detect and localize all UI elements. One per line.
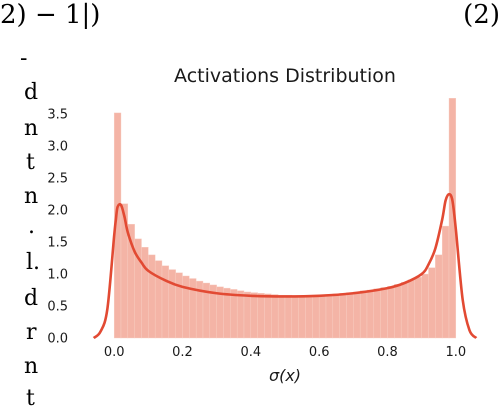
histogram-bar: [182, 275, 190, 339]
x-tick-label: 0.6: [309, 345, 330, 360]
y-tick-label: 0.0: [47, 332, 68, 347]
histogram-bar: [366, 289, 375, 339]
histogram-bar: [257, 293, 265, 339]
histogram-bar: [414, 277, 422, 339]
histogram-bar: [291, 295, 299, 339]
paper-equation-line: 2) − 1|) (2): [0, 0, 504, 32]
histogram-bar: [154, 260, 163, 339]
equation-number: (2): [463, 0, 500, 30]
histogram-bar: [373, 288, 381, 339]
histogram-bar: [359, 290, 368, 339]
histogram-bar: [441, 225, 450, 339]
x-tick-label: 0.2: [172, 345, 193, 360]
x-tick-label: 0.0: [104, 345, 125, 360]
y-axis-ticks: 0.0 0.5 1.0 1.5 2.0 2.5 3.0 3.5: [47, 108, 68, 347]
x-tick-label: 0.8: [377, 345, 398, 360]
histogram-bar: [298, 295, 306, 339]
x-axis-ticks: 0.0 0.2 0.4 0.6 0.8 1.0: [104, 345, 466, 360]
x-tick-label: 1.0: [445, 345, 466, 360]
histogram-bar: [380, 287, 388, 339]
histogram-bar: [346, 292, 354, 339]
histogram-bar: [168, 269, 176, 339]
x-axis-label: σ(x): [269, 366, 301, 385]
histogram-bar: [428, 267, 436, 339]
histogram-bar: [250, 292, 258, 339]
x-tick-label: 0.4: [240, 345, 261, 360]
paper-left-column: - d n t n . l. d r n t: [0, 0, 40, 406]
histogram-bars: [113, 97, 457, 339]
histogram-bar: [435, 254, 443, 339]
y-tick-label: 2.0: [47, 204, 68, 219]
y-tick-label: 1.0: [47, 268, 68, 283]
histogram-bar: [230, 289, 238, 339]
histogram-bar: [305, 295, 313, 339]
histogram-bar: [407, 279, 416, 339]
column-text-fragment: l.: [26, 250, 40, 275]
histogram-bar: [394, 284, 402, 339]
column-text-fragment: n: [24, 354, 39, 379]
column-text-fragment: t: [26, 386, 35, 406]
histogram-bar: [400, 282, 409, 339]
histogram-bar: [284, 294, 293, 339]
histogram-bar: [141, 246, 149, 339]
chart-title: Activations Distribution: [174, 65, 396, 87]
column-text-fragment: .: [28, 214, 35, 239]
histogram-bar: [325, 294, 334, 339]
histogram-bar: [318, 294, 327, 339]
histogram-bar: [236, 290, 245, 339]
column-text-fragment: r: [26, 320, 37, 345]
histogram-bar: [243, 291, 252, 339]
y-tick-label: 1.5: [47, 236, 68, 251]
histogram-bar: [339, 293, 347, 339]
histogram-bar: [332, 293, 340, 339]
column-text-fragment: n: [24, 184, 39, 209]
histogram-bar: [387, 286, 395, 339]
column-text-fragment: -: [20, 46, 28, 71]
y-tick-label: 3.5: [47, 108, 68, 123]
y-tick-label: 3.0: [47, 140, 68, 155]
y-tick-label: 0.5: [47, 300, 68, 315]
histogram-bar: [421, 273, 429, 339]
histogram-bar: [312, 294, 320, 339]
y-tick-label: 2.5: [47, 172, 68, 187]
histogram-bar: [271, 294, 279, 339]
column-text-fragment: n: [24, 116, 39, 141]
histogram-bar: [175, 272, 183, 339]
equation-fragment: 2) − 1|): [0, 0, 101, 30]
histogram-bar: [161, 265, 170, 339]
histogram-bar: [264, 293, 272, 339]
column-text-fragment: d: [24, 286, 39, 311]
kde-curve: [92, 192, 478, 340]
histogram-bar: [148, 254, 156, 339]
column-text-fragment: t: [26, 150, 35, 175]
histogram-bar: [353, 291, 361, 339]
histogram-bar: [277, 294, 286, 339]
column-text-fragment: d: [24, 80, 39, 105]
